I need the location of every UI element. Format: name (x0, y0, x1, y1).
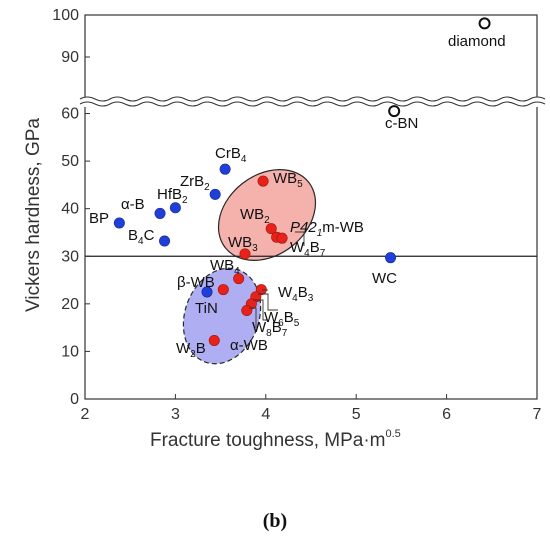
label-c-bn: c-BN (385, 115, 418, 132)
series-red (208, 175, 288, 346)
y-tick-label: 20 (61, 296, 79, 313)
label-wb2: WB2 (240, 206, 270, 226)
data-point-open (388, 105, 401, 118)
data-point-red (208, 334, 220, 346)
x-axis-title: Fracture toughness, MPa·m0.5 (150, 428, 401, 451)
axis-break (79, 96, 546, 107)
y-axis-title: Vickers hardness, GPa (23, 118, 44, 312)
label-wb4: WB4 (210, 257, 240, 277)
label-crb4: CrB4 (215, 145, 247, 165)
data-point-red (239, 248, 251, 260)
point-labels: BP α-B B4C HfB2 ZrB2 CrB4 TiN WC WB5 WB2… (89, 33, 506, 360)
y-tick-label: 40 (61, 201, 79, 218)
y-tick-label: 90 (61, 49, 79, 66)
label-w4b3: W4B3 (278, 284, 314, 304)
y-tick-label: 10 (61, 343, 79, 360)
y-tick-label: 0 (70, 391, 79, 408)
label-alpha-wb: α-WB (230, 337, 268, 354)
label-w2b: W2B (176, 340, 206, 360)
label-zrb2: ZrB2 (180, 173, 210, 193)
data-point-red (257, 175, 269, 187)
x-tick-label: 5 (352, 406, 361, 423)
data-point-open (478, 17, 491, 30)
y-tick-label: 100 (52, 7, 79, 24)
data-point-blue (169, 202, 181, 214)
series-blue (113, 163, 397, 298)
label-wb3: WB3 (228, 234, 258, 254)
x-axis: 2 3 4 5 6 7 (81, 394, 542, 423)
label-w4b7: W4B7 (290, 239, 326, 259)
x-tick-label: 6 (442, 406, 451, 423)
data-point-blue (154, 207, 166, 219)
label-w6b5: W6B5 (264, 309, 300, 329)
x-tick-label: 3 (171, 406, 180, 423)
data-point-red (217, 284, 229, 296)
label-hfb2: HfB2 (157, 186, 188, 206)
label-leaders (249, 231, 305, 328)
label-wb5: WB5 (273, 170, 303, 190)
label-p421m-wb: P421m-WB (290, 219, 364, 239)
data-point-blue (159, 235, 171, 247)
y-tick-label: 50 (61, 153, 79, 170)
x-tick-label: 7 (533, 406, 542, 423)
label-beta-wb: β-WB (177, 274, 215, 291)
x-tick-label: 4 (261, 406, 270, 423)
data-point-blue (385, 252, 397, 264)
figure-caption: (b) (263, 510, 287, 532)
label-alpha-b: α-B (121, 196, 145, 213)
label-diamond: diamond (448, 33, 506, 50)
data-point-red (241, 304, 253, 316)
data-point-blue (209, 188, 221, 200)
data-point-red (233, 273, 245, 285)
upper-plot-frame (84, 14, 538, 100)
data-point-blue (113, 217, 125, 229)
label-b4c: B4C (128, 227, 155, 247)
label-wc: WC (372, 270, 397, 287)
x-tick-label: 2 (81, 406, 90, 423)
y-axis: 0 10 20 30 40 50 60 90 100 (52, 7, 90, 408)
data-point-red (265, 223, 277, 235)
superhard-region (217, 169, 317, 261)
y-tick-label: 30 (61, 248, 79, 265)
series-open (388, 17, 491, 118)
label-tin: TiN (195, 300, 218, 317)
y-tick-label: 60 (61, 106, 79, 123)
label-bp: BP (89, 210, 109, 227)
label-w8b7: W8B7 (252, 319, 288, 339)
data-point-blue (219, 163, 231, 175)
data-point-blue (201, 286, 213, 298)
data-point-red (276, 232, 288, 244)
